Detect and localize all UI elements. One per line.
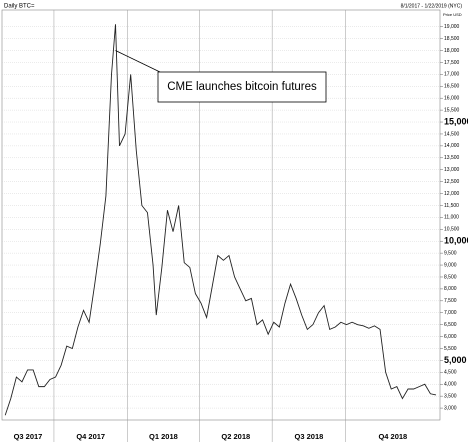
y-tick-label: 17,000 (444, 72, 460, 78)
y-tick-label: 18,000 (444, 48, 460, 54)
date-range: 8/1/2017 - 1/22/2019 (NYC) (401, 3, 463, 9)
y-tick-label: 10,500 (444, 227, 460, 233)
x-tick-label: Q3 2018 (295, 432, 324, 441)
y-tick-label: 12,000 (444, 191, 460, 197)
x-tick-label: Q2 2018 (221, 432, 250, 441)
y-tick-label: 19,000 (444, 24, 460, 30)
y-tick-label: 7,000 (444, 310, 457, 316)
y-tick-label: 17,500 (444, 60, 460, 66)
y-tick-label: 5,500 (444, 346, 457, 352)
y-tick-label: 3,500 (444, 393, 457, 399)
y-tick-label: 16,000 (444, 96, 460, 102)
y-tick-label: 13,500 (444, 155, 460, 161)
y-axis-label: Price USD (443, 12, 462, 17)
y-tick-label: 14,000 (444, 143, 460, 149)
y-tick-label: 14,500 (444, 131, 460, 137)
y-tick-label: 4,500 (444, 370, 457, 376)
y-tick-label: 10,000 (444, 236, 468, 246)
y-tick-label: 15,000 (444, 116, 468, 126)
y-tick-label: 6,500 (444, 322, 457, 328)
y-tick-label: 9,500 (444, 250, 457, 256)
y-tick-label: 6,000 (444, 334, 457, 340)
y-tick-label: 11,500 (444, 203, 459, 209)
y-tick-label: 4,000 (444, 382, 457, 388)
y-tick-label: 11,000 (444, 215, 459, 221)
plot-frame (1, 9, 441, 421)
x-tick-label: Q3 2017 (14, 432, 43, 441)
x-tick-label: Q1 2018 (149, 432, 178, 441)
annotation-box (157, 71, 327, 103)
chart-title: Daily BTC= (4, 4, 35, 10)
annotation-text: CME launches bitcoin futures (167, 81, 317, 93)
y-tick-label: 8,000 (444, 286, 457, 292)
y-tick-label: 5,000 (444, 355, 467, 365)
y-tick-label: 16,500 (444, 84, 460, 90)
x-tick-label: Q4 2017 (76, 432, 105, 441)
price-line (4, 24, 437, 416)
y-tick-label: 7,500 (444, 298, 457, 304)
annotation-pointer (115, 50, 161, 73)
x-tick-label: Q4 2018 (378, 432, 407, 441)
y-tick-label: 12,500 (444, 179, 460, 185)
y-tick-label: 9,000 (444, 262, 457, 268)
y-tick-label: 15,500 (444, 107, 460, 113)
y-tick-label: 8,500 (444, 274, 457, 280)
y-tick-label: 18,500 (444, 36, 460, 42)
y-tick-label: 13,000 (444, 167, 460, 173)
y-tick-label: 3,000 (444, 405, 457, 411)
